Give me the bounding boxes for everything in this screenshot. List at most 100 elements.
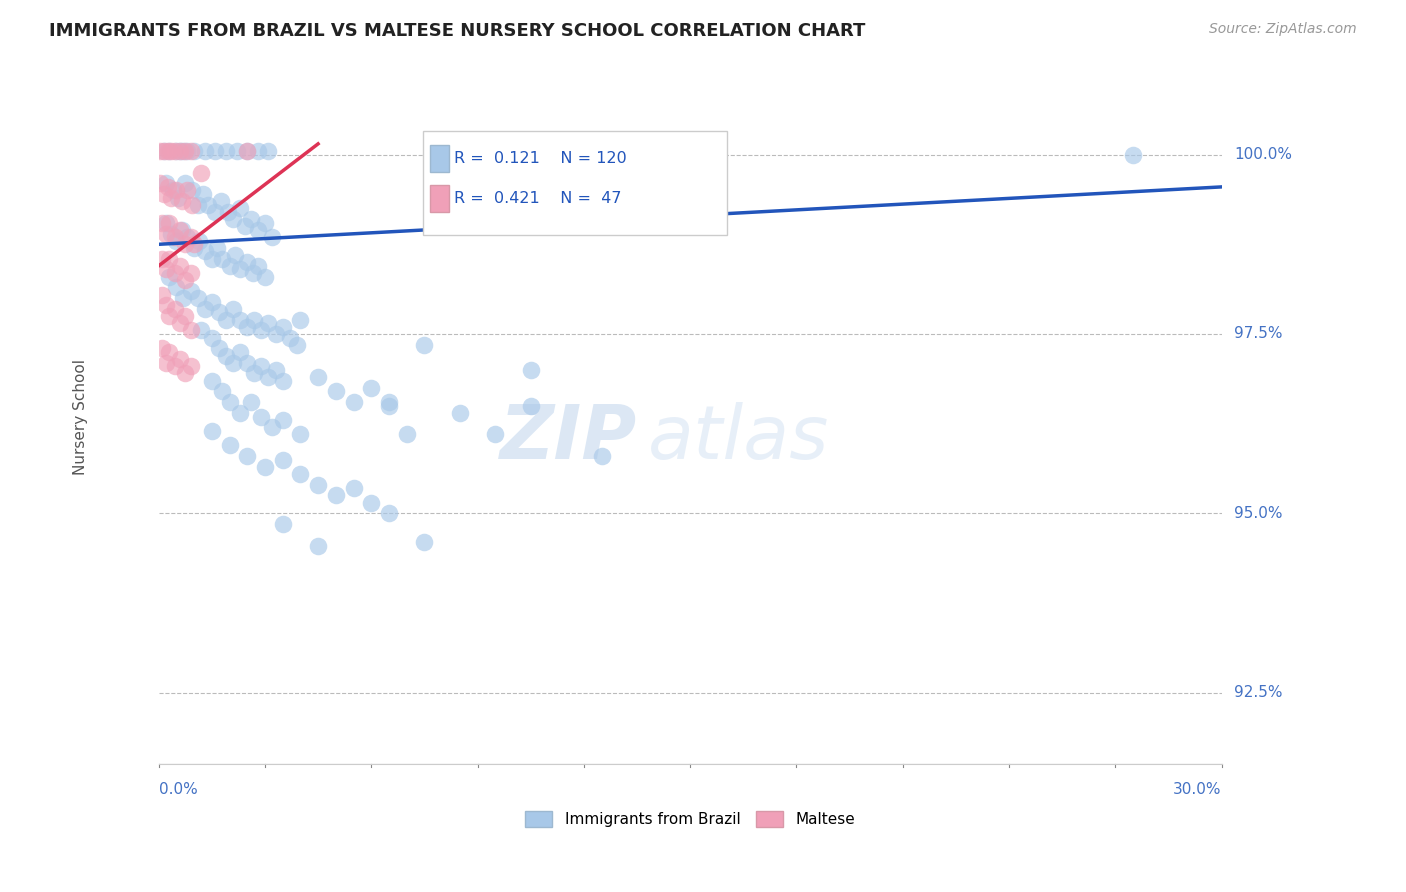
Text: R =  0.421    N =  47: R = 0.421 N = 47 [454, 191, 621, 206]
Point [235, 219, 257, 234]
Point [290, 312, 312, 326]
Point [236, 255, 259, 269]
Point [169, 316, 191, 330]
Point [342, 481, 364, 495]
Point [176, 144, 198, 158]
Point [378, 395, 401, 409]
Point [215, 312, 238, 326]
Text: atlas: atlas [648, 402, 830, 474]
Point [222, 356, 245, 370]
Point [149, 177, 172, 191]
Point [253, 269, 276, 284]
Point [194, 301, 217, 316]
Point [243, 312, 266, 326]
Point [290, 467, 312, 481]
Point [174, 177, 197, 191]
Point [188, 234, 211, 248]
Text: 0.0%: 0.0% [159, 782, 197, 797]
Point [165, 280, 187, 294]
Point [278, 330, 301, 344]
Point [174, 273, 197, 287]
Point [307, 370, 329, 384]
Point [342, 395, 364, 409]
Point [378, 399, 401, 413]
Point [169, 259, 191, 273]
Point [222, 212, 245, 227]
Point [211, 384, 233, 399]
Point [190, 323, 212, 337]
Point [222, 301, 245, 316]
Point [271, 413, 294, 427]
Point [155, 298, 177, 312]
Point [172, 144, 194, 158]
Legend: Immigrants from Brazil, Maltese: Immigrants from Brazil, Maltese [519, 805, 862, 833]
Point [208, 342, 231, 356]
Point [519, 399, 541, 413]
Point [174, 309, 197, 323]
Point [153, 144, 176, 158]
Point [180, 230, 202, 244]
Point [378, 507, 401, 521]
Point [155, 356, 177, 370]
Point [208, 305, 231, 319]
Point [253, 216, 276, 230]
Point [156, 180, 179, 194]
Point [229, 312, 252, 326]
Point [155, 227, 177, 241]
Point [325, 384, 347, 399]
FancyBboxPatch shape [423, 131, 727, 235]
Point [229, 406, 252, 420]
Point [169, 144, 191, 158]
Text: 95.0%: 95.0% [1234, 506, 1282, 521]
Point [264, 363, 287, 377]
Point [165, 184, 187, 198]
Point [236, 144, 259, 158]
Point [183, 241, 205, 255]
Point [217, 205, 239, 219]
Point [696, 158, 718, 172]
Point [180, 323, 202, 337]
Point [215, 144, 238, 158]
Point [160, 227, 183, 241]
Point [229, 345, 252, 359]
Point [209, 194, 232, 209]
Point [257, 370, 280, 384]
Point [211, 252, 233, 266]
Point [218, 259, 240, 273]
Point [201, 294, 224, 309]
Text: 92.5%: 92.5% [1234, 685, 1282, 700]
Point [243, 367, 266, 381]
Point [239, 212, 262, 227]
Point [150, 252, 173, 266]
Text: ZIP: ZIP [499, 401, 637, 475]
Point [155, 262, 177, 277]
Point [242, 266, 264, 280]
Point [290, 427, 312, 442]
Point [172, 291, 194, 305]
Point [153, 187, 176, 202]
Point [149, 144, 172, 158]
Point [194, 144, 217, 158]
Point [257, 144, 280, 158]
Point [201, 374, 224, 388]
Point [157, 216, 180, 230]
Point [260, 230, 283, 244]
Point [176, 230, 198, 244]
Point [260, 420, 283, 434]
Point [205, 241, 228, 255]
Point [169, 223, 191, 237]
Point [201, 330, 224, 344]
Point [163, 266, 186, 280]
Point [163, 301, 186, 316]
Point [191, 187, 214, 202]
Point [163, 144, 186, 158]
Point [218, 438, 240, 452]
Point [169, 352, 191, 367]
Point [174, 367, 197, 381]
Point [180, 266, 202, 280]
Point [180, 284, 202, 298]
Point [157, 269, 180, 284]
Point [160, 144, 183, 158]
Point [250, 359, 273, 374]
Point [174, 237, 197, 252]
